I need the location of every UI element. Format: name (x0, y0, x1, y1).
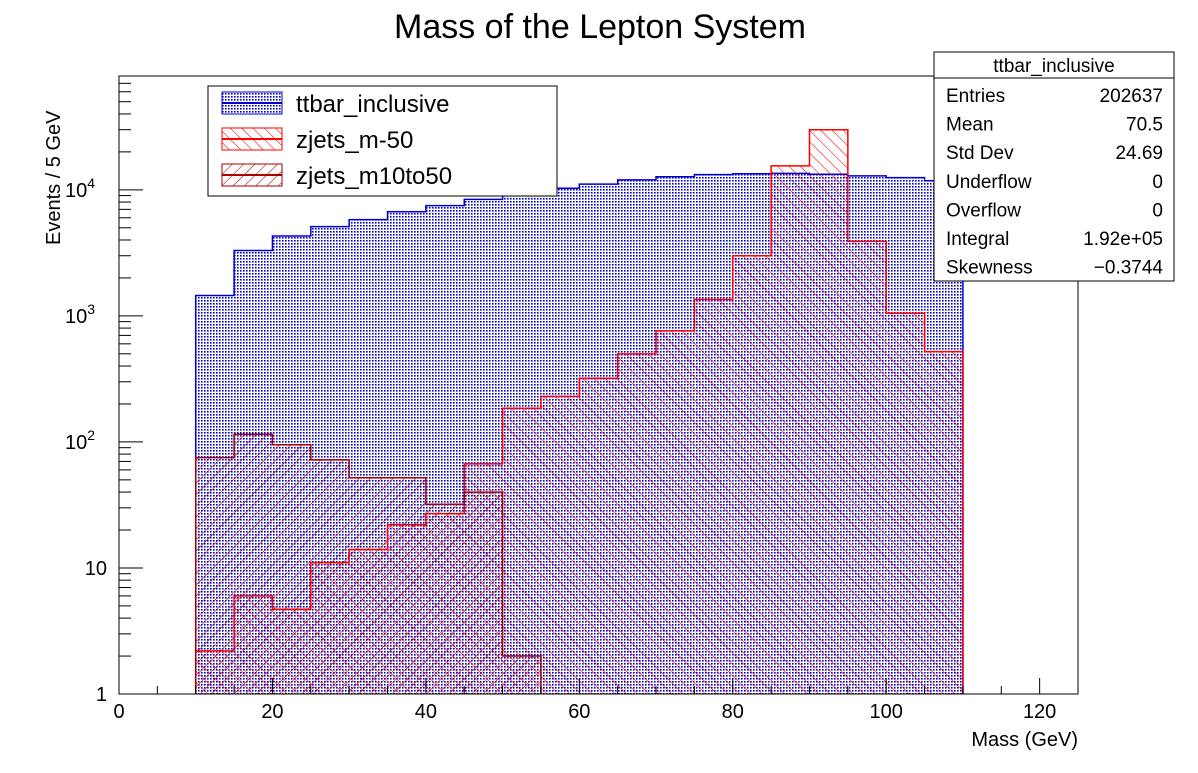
x-tick-label: 0 (113, 701, 124, 723)
stats-row-value: 202637 (1100, 86, 1163, 107)
stats-row-value: 24.69 (1115, 143, 1163, 164)
legend-label-ttbar: ttbar_inclusive (296, 91, 449, 118)
y-tick-label: 103 (65, 301, 95, 328)
y-axis-title: Events / 5 GeV (43, 110, 65, 245)
legend-entry-zjets-m10to50: zjets_m10to50 (221, 163, 452, 190)
bin-zjets-m10to50-8 (502, 656, 541, 694)
x-tick-label: 40 (415, 701, 437, 723)
stats-box-title: ttbar_inclusive (993, 56, 1114, 77)
plot-area (194, 128, 964, 694)
x-tick-label: 20 (261, 701, 283, 723)
bin-zjets-m10to50-3 (310, 459, 350, 694)
bin-zjets-m50-11 (617, 353, 657, 694)
stats-row-label: Skewness (946, 258, 1033, 279)
bin-zjets-m50-10 (579, 378, 618, 694)
legend: ttbar_inclusive zjets_m-50 zjets_m10to50 (207, 85, 558, 197)
stats-box: ttbar_inclusive Entries 202637 Mean 70.5 Std… (933, 51, 1175, 282)
chart-title: Mass of the Lepton System (394, 8, 806, 46)
bin-zjets-m10to50-6 (425, 504, 465, 694)
stats-row-value: 0 (1152, 172, 1163, 193)
bin-zjets-m50-16 (809, 129, 848, 694)
x-tick-label: 120 (1023, 701, 1056, 723)
bin-zjets-m10to50-5 (387, 477, 426, 694)
stats-row-label: Underflow (946, 172, 1032, 193)
legend-entry-zjets-m50: zjets_m-50 (221, 127, 413, 154)
bin-zjets-m10to50-2 (272, 444, 311, 694)
outline-zjets-m10to50 (194, 433, 542, 694)
stats-row-label: Overflow (946, 200, 1021, 221)
bin-zjets-m50-19 (924, 351, 963, 694)
stats-row-label: Integral (946, 229, 1009, 250)
bin-zjets-m10to50-4 (349, 477, 388, 694)
y-tick-label: 1 (96, 684, 107, 706)
bin-zjets-m50-9 (540, 396, 580, 694)
series-zjets-m10to50 (194, 433, 542, 694)
y-tick-label: 104 (65, 175, 95, 202)
stats-row-label: Mean (946, 115, 994, 136)
axes: 0 20 40 60 80 100 120 1 10 102 103 104 (65, 75, 1079, 723)
x-axis-title: Mass (GeV) (971, 729, 1078, 751)
bin-zjets-m10to50-0 (195, 457, 235, 694)
bin-zjets-m50-12 (656, 330, 695, 694)
stats-row-value: 1.92e+05 (1083, 229, 1163, 250)
stats-row-value: 0 (1152, 200, 1163, 221)
plot-frame (118, 75, 1079, 695)
x-tick-label: 100 (870, 701, 903, 723)
legend-label-zjets-m50: zjets_m-50 (296, 127, 413, 154)
stats-rows: Entries 202637 Mean 70.5 Std Dev 24.69 Underfl… (946, 86, 1163, 279)
stats-row-label: Std Dev (946, 143, 1014, 164)
y-tick-label: 10 (85, 558, 107, 580)
bin-zjets-m10to50-1 (234, 434, 273, 694)
stats-row-value: 70.5 (1126, 115, 1163, 136)
bin-zjets-m50-18 (886, 313, 925, 694)
stats-row-value: −0.3744 (1094, 258, 1164, 279)
stats-box-frame (933, 51, 1175, 282)
y-tick-label: 102 (65, 427, 95, 454)
bin-zjets-m50-14 (732, 255, 772, 694)
x-tick-label: 60 (568, 701, 590, 723)
legend-label-zjets-m10to50: zjets_m10to50 (296, 163, 452, 190)
stats-row-label: Entries (946, 86, 1005, 107)
bin-zjets-m50-13 (694, 299, 733, 694)
bin-zjets-m10to50-7 (464, 492, 503, 694)
bin-zjets-m50-15 (771, 165, 810, 694)
x-tick-label: 80 (722, 701, 744, 723)
legend-entry-ttbar: ttbar_inclusive (221, 91, 449, 118)
bin-zjets-m50-8 (502, 408, 541, 694)
bin-zjets-m50-17 (847, 241, 887, 694)
